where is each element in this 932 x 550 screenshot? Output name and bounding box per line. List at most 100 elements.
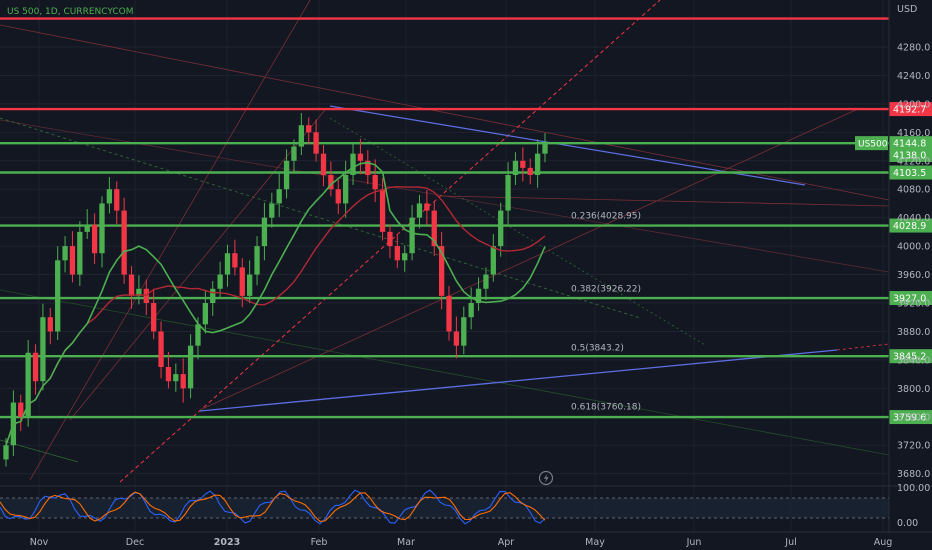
- level-badge-label: 4144.8: [893, 139, 926, 150]
- time-tick: Dec: [126, 537, 144, 548]
- candle-body: [180, 374, 186, 389]
- price-tick: 4280.0: [897, 43, 930, 54]
- candle-body: [461, 317, 467, 346]
- candle-body: [232, 253, 238, 268]
- candle-body: [121, 210, 127, 275]
- time-tick: May: [585, 537, 605, 548]
- osc-tick: 100.00: [897, 483, 930, 494]
- red-channel-line: [0, 24, 890, 201]
- candle-body: [239, 267, 245, 296]
- candle-body: [55, 260, 61, 332]
- time-tick: Aug: [874, 537, 893, 548]
- candle-body: [25, 352, 31, 417]
- candle-body: [320, 153, 327, 175]
- candle-body: [276, 189, 282, 204]
- blue-support-line: [199, 349, 838, 412]
- time-tick: Jun: [686, 537, 702, 548]
- stoch-k-line: [0, 489, 546, 525]
- candle-body: [40, 317, 46, 382]
- level-badge: [889, 136, 932, 151]
- candle-body: [136, 288, 142, 296]
- price-tick: 4160.0: [897, 128, 930, 139]
- candle-body: [542, 143, 548, 154]
- time-axis[interactable]: Nov Dec 2023 Feb Mar Apr May Jun Jul Aug: [0, 531, 932, 548]
- candle-body: [483, 274, 489, 289]
- price-tick: 4040.0: [897, 213, 930, 224]
- price-tick: 3920.0: [897, 298, 930, 309]
- candle-body: [77, 231, 83, 275]
- candle-body: [379, 189, 386, 232]
- candle-body: [438, 246, 445, 296]
- candle-body: [350, 153, 356, 175]
- countdown-badge: [889, 147, 932, 162]
- symbol-tag-text: US500: [858, 140, 888, 150]
- price-axis[interactable]: 4280.0 4240.0 4200.0 4160.0 4120.0 4080.0 4040…: [888, 0, 930, 532]
- candle-body: [527, 167, 533, 175]
- price-tick: 3800.0: [897, 384, 930, 395]
- candle-body: [357, 153, 364, 161]
- candle-body: [283, 160, 290, 190]
- stochastic-panel: 100.00 0.00: [0, 483, 932, 529]
- candle-body: [453, 331, 460, 346]
- candle-body: [446, 295, 452, 332]
- candle-body: [210, 288, 216, 303]
- symbol-tag-badge: [855, 136, 888, 151]
- candle-body: [512, 160, 519, 175]
- ma-slow-line: [5, 161, 546, 446]
- candle-body: [490, 246, 496, 275]
- price-tick: 3760.0: [897, 412, 930, 423]
- red-dashed-diagonal: [119, 0, 661, 483]
- level-badge-label: 4192.7: [893, 105, 926, 116]
- level-badge-label: 4028.9: [893, 221, 926, 232]
- candle-body: [306, 125, 312, 133]
- trend-lines: [0, 0, 890, 483]
- candle-body: [106, 189, 113, 204]
- level-badge: [889, 291, 932, 306]
- candle-body: [246, 274, 253, 296]
- candle-body: [372, 174, 378, 190]
- level-badge: [889, 410, 932, 425]
- price-tick: 4240.0: [897, 71, 930, 82]
- level-badge: [889, 218, 932, 233]
- candle-body: [416, 203, 423, 218]
- candle-body: [365, 160, 371, 175]
- candle-body: [18, 402, 24, 417]
- candle-body: [298, 125, 305, 147]
- fib-label: 0.382(3926.22): [571, 285, 641, 295]
- candle-body: [3, 445, 9, 460]
- red-near-flat: [439, 195, 890, 207]
- candle-body: [224, 253, 231, 275]
- red-dashed-extension: [836, 343, 890, 351]
- price-tick: 3960.0: [897, 270, 930, 281]
- level-badge-label: 4103.5: [893, 168, 926, 179]
- level-badge-label: 3927.0: [893, 294, 926, 305]
- level-badge: [889, 102, 932, 117]
- candle-body: [187, 345, 194, 389]
- fib-label: 0.236(4028.95): [571, 212, 641, 222]
- green-dashed-fan: [0, 117, 641, 319]
- price-tick: 4080.0: [897, 185, 930, 196]
- bolt-icon[interactable]: [538, 470, 554, 486]
- candle-body: [291, 146, 297, 161]
- price-tick: 3880.0: [897, 327, 930, 338]
- candle-body: [32, 352, 39, 382]
- osc-tick: 0.00: [897, 518, 918, 529]
- candle-body: [261, 217, 268, 247]
- red-steep-line: [69, 109, 326, 421]
- level-badge: [889, 165, 932, 180]
- candle-body: [84, 224, 90, 232]
- price-tick: 3720.0: [897, 441, 930, 452]
- candle-body: [328, 174, 334, 190]
- candle-body: [431, 210, 437, 247]
- grid: [0, 46, 889, 475]
- price-tick: 4200.0: [897, 99, 930, 110]
- candle-body: [195, 324, 201, 346]
- candle-body: [475, 288, 482, 303]
- level-badge-label: 3759.6: [893, 413, 926, 424]
- candle-body: [498, 210, 504, 247]
- candle-body: [47, 317, 53, 332]
- candle-body: [269, 203, 275, 218]
- level-badge-label: 3845.2: [893, 352, 926, 363]
- time-tick: Nov: [30, 537, 49, 548]
